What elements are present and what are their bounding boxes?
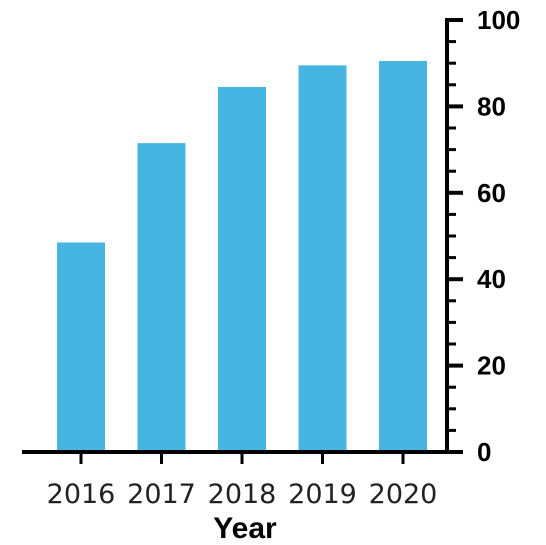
- y-tick-label-60: 60: [477, 178, 506, 208]
- x-axis: 2016 2017 2018 2019 2020: [22, 450, 463, 510]
- y-tick-label-20: 20: [477, 351, 506, 381]
- y-tick-label-40: 40: [477, 264, 506, 294]
- bar-2019: [298, 65, 347, 453]
- bar-2020: [379, 61, 427, 452]
- bar-2017: [137, 143, 186, 452]
- x-tick-label-2016: 2016: [47, 479, 116, 510]
- bars-group: [57, 61, 427, 453]
- x-tick-label-2019: 2019: [288, 479, 357, 510]
- bar-2018: [218, 86, 266, 453]
- bar-2016: [57, 242, 105, 452]
- y-tick-label-100: 100: [477, 5, 520, 35]
- x-tick-label-2020: 2020: [369, 479, 438, 510]
- y-axis: 0 20 40 60 80 100: [445, 5, 520, 467]
- y-tick-label-0: 0: [477, 437, 491, 467]
- y-tick-label-80: 80: [477, 91, 506, 121]
- x-tick-label-2017: 2017: [127, 479, 196, 510]
- x-axis-title: Year: [213, 512, 277, 545]
- x-tick-label-2018: 2018: [208, 479, 277, 510]
